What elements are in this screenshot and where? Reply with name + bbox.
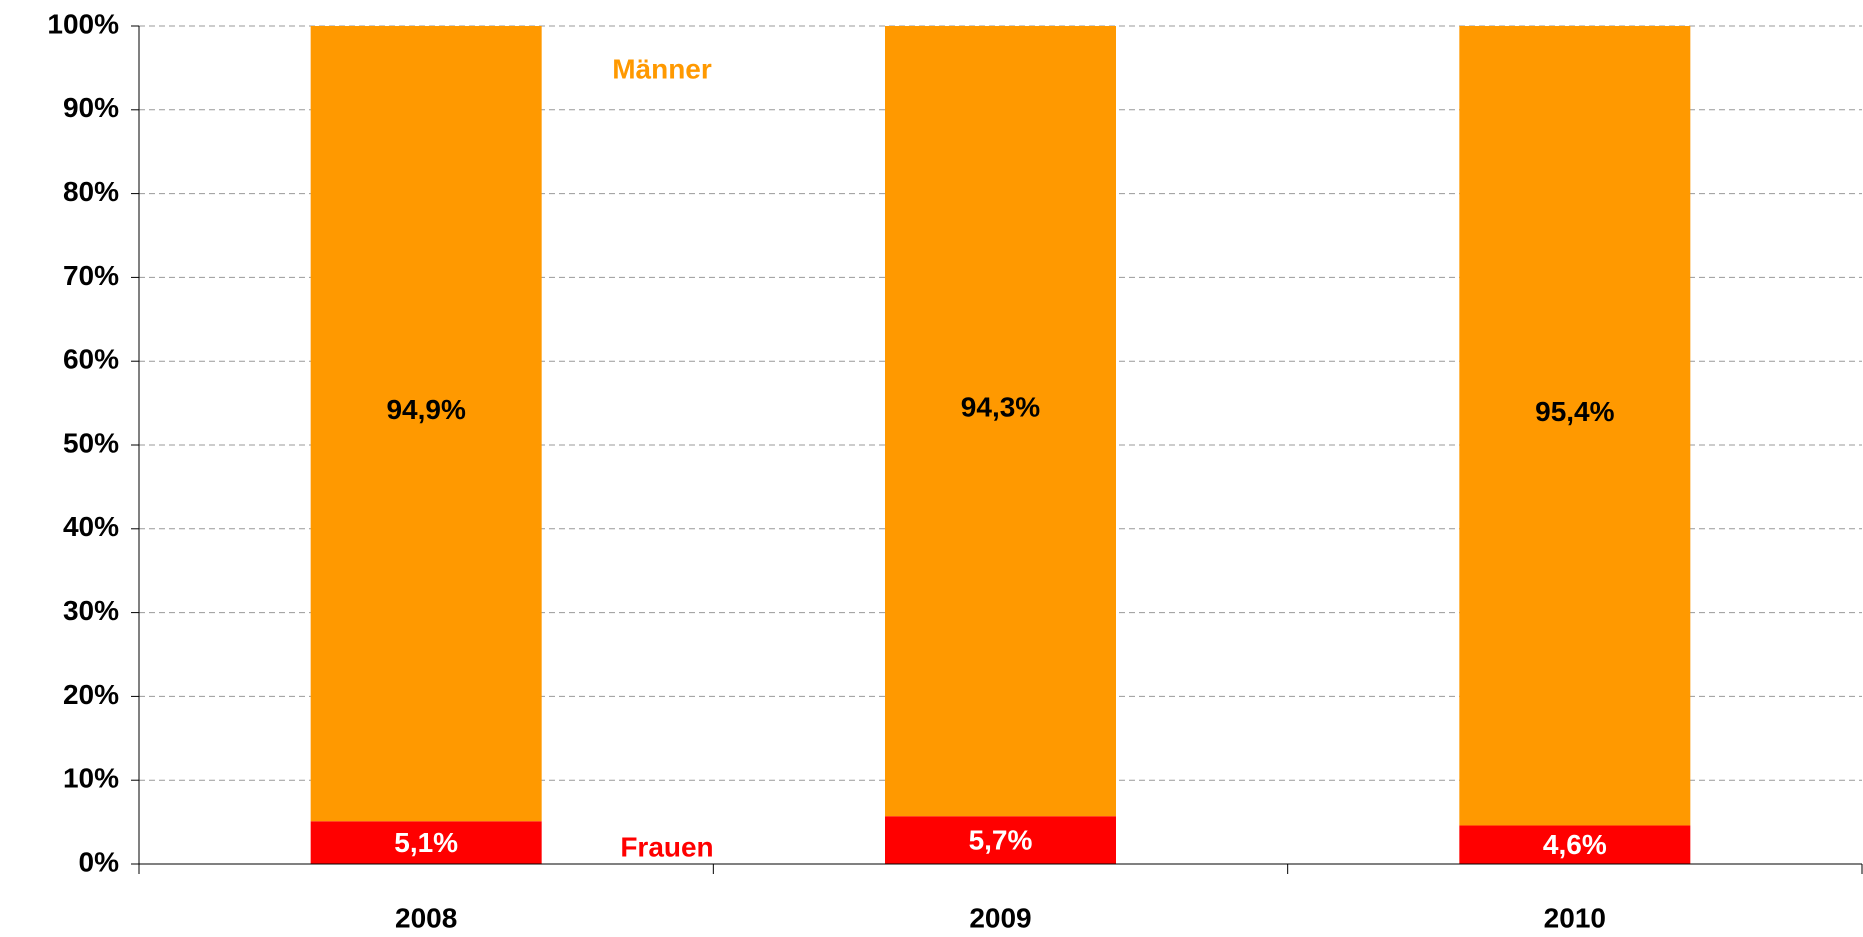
y-tick-label: 60% — [63, 344, 119, 375]
x-tick-label: 2008 — [395, 902, 457, 933]
series-label: Männer — [612, 53, 712, 84]
y-tick-label: 0% — [79, 846, 120, 877]
y-tick-label: 50% — [63, 427, 119, 458]
y-tick-label: 20% — [63, 679, 119, 710]
bar-segment — [885, 26, 1116, 817]
bar-segment — [310, 821, 542, 864]
bar-segment — [885, 816, 1116, 864]
y-tick-label: 90% — [63, 92, 119, 123]
bar-segment — [1459, 825, 1691, 864]
value-label: 5,1% — [394, 827, 458, 858]
value-label: 94,3% — [961, 392, 1040, 423]
series-label: Frauen — [620, 831, 713, 862]
x-tick-label: 2010 — [1544, 902, 1606, 933]
y-tick-label: 80% — [63, 176, 119, 207]
bar-segment — [310, 26, 542, 822]
bar-segment — [1459, 26, 1691, 826]
y-tick-label: 70% — [63, 260, 119, 291]
y-tick-label: 10% — [63, 763, 119, 794]
x-tick-label: 2009 — [969, 902, 1031, 933]
value-label: 94,9% — [386, 394, 465, 425]
value-label: 5,7% — [969, 825, 1033, 856]
y-tick-label: 100% — [47, 8, 119, 39]
value-label: 95,4% — [1535, 396, 1614, 427]
y-tick-label: 30% — [63, 595, 119, 626]
value-label: 4,6% — [1543, 829, 1607, 860]
y-tick-label: 40% — [63, 511, 119, 542]
